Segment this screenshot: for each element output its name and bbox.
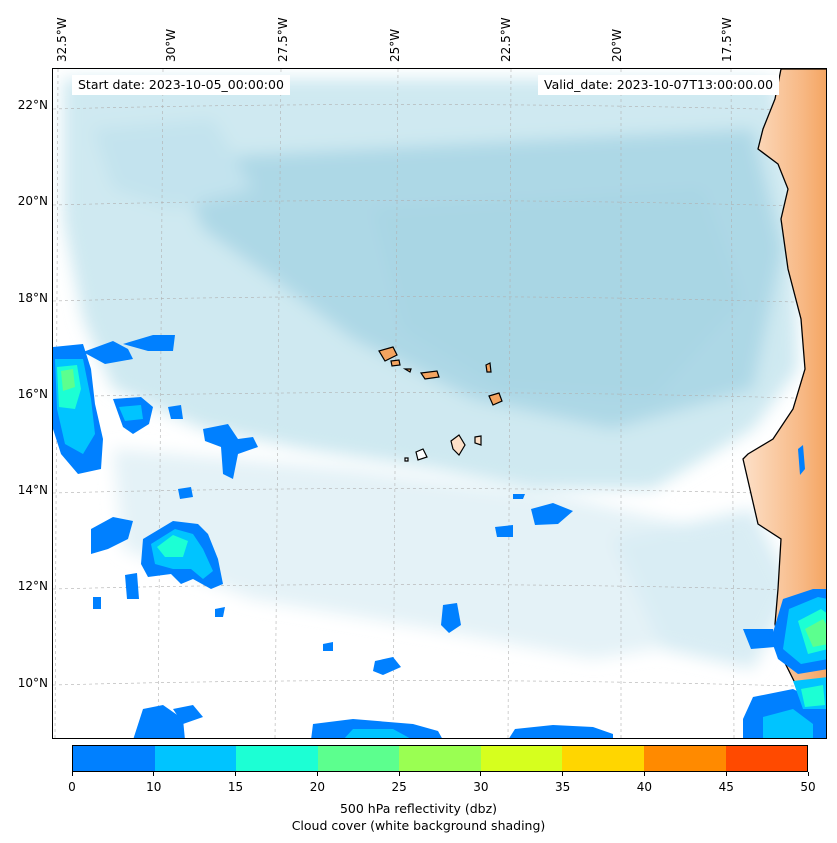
start-date-label: Start date: 2023-10-05_00:00:00	[72, 75, 290, 95]
lat-label-12n: 12°N	[17, 579, 48, 593]
lon-label-30w: 30°W	[164, 28, 178, 62]
colorbar-segment-2	[236, 746, 318, 771]
colorbar-segment-8	[725, 746, 808, 771]
lat-label-16n: 16°N	[17, 387, 48, 401]
lon-label-20w: 20°W	[610, 28, 624, 62]
colorbar-tickmark	[807, 772, 809, 776]
lon-label-22-5w: 22.5°W	[499, 17, 513, 62]
reflectivity-colorbar	[72, 745, 808, 772]
colorbar-segment-4	[399, 746, 481, 771]
lon-label-27-5w: 27.5°W	[276, 17, 290, 62]
colorbar-label-reflectivity: 500 hPa reflectivity (dbz)	[339, 801, 498, 816]
colorbar-tickmark	[480, 772, 482, 776]
colorbar-tickmark	[316, 772, 318, 776]
colorbar-segment-5	[480, 746, 563, 771]
colorbar-tick-label: 25	[391, 780, 407, 794]
colorbar-tick-label: 15	[227, 780, 244, 794]
colorbar-tick-label: 35	[555, 780, 571, 794]
colorbar-segment-1	[154, 746, 237, 771]
colorbar-tickmark	[235, 772, 237, 776]
lat-label-22n: 22°N	[17, 98, 48, 112]
lat-label-18n: 18°N	[17, 291, 48, 305]
colorbar-tickmark	[153, 772, 155, 776]
colorbar-tickmark	[643, 772, 645, 776]
colorbar-tick-label: 20	[309, 780, 325, 794]
colorbar-tick-label: 50	[800, 780, 816, 794]
colorbar-label-cloud-cover: Cloud cover (white background shading)	[291, 818, 546, 833]
lat-label-10n: 10°N	[17, 676, 48, 690]
valid-date-label: Valid_date: 2023-10-07T13:00:00.00	[538, 75, 780, 95]
colorbar-segment-6	[562, 746, 644, 771]
colorbar-segment-7	[643, 746, 726, 771]
colorbar-segment-3	[317, 746, 400, 771]
cape-verde-islands	[378, 346, 503, 462]
colorbar-tick-label: 10	[146, 780, 162, 794]
colorbar-tick-label: 0	[68, 780, 76, 794]
colorbar-tickmark	[725, 772, 727, 776]
colorbar-tickmark	[398, 772, 400, 776]
colorbar-segment-0	[73, 746, 155, 771]
lat-label-14n: 14°N	[17, 483, 48, 497]
colorbar-tick-label: 40	[636, 780, 653, 794]
gridlines	[53, 69, 826, 738]
colorbar-tickmark	[562, 772, 564, 776]
map-frame	[52, 68, 827, 739]
colorbar-tickmark	[71, 772, 73, 776]
lon-label-17-5w: 17.5°W	[720, 17, 734, 62]
weather-map	[53, 69, 826, 738]
lat-label-20n: 20°N	[17, 194, 48, 208]
cloud-cover-layer	[63, 79, 798, 669]
lon-label-25w: 25°W	[388, 28, 402, 62]
reflectivity-layer	[53, 335, 826, 738]
lon-label-32-5w: 32.5°W	[55, 17, 69, 62]
colorbar-tick-label: 30	[473, 780, 489, 794]
colorbar-tick-label: 45	[718, 780, 734, 794]
